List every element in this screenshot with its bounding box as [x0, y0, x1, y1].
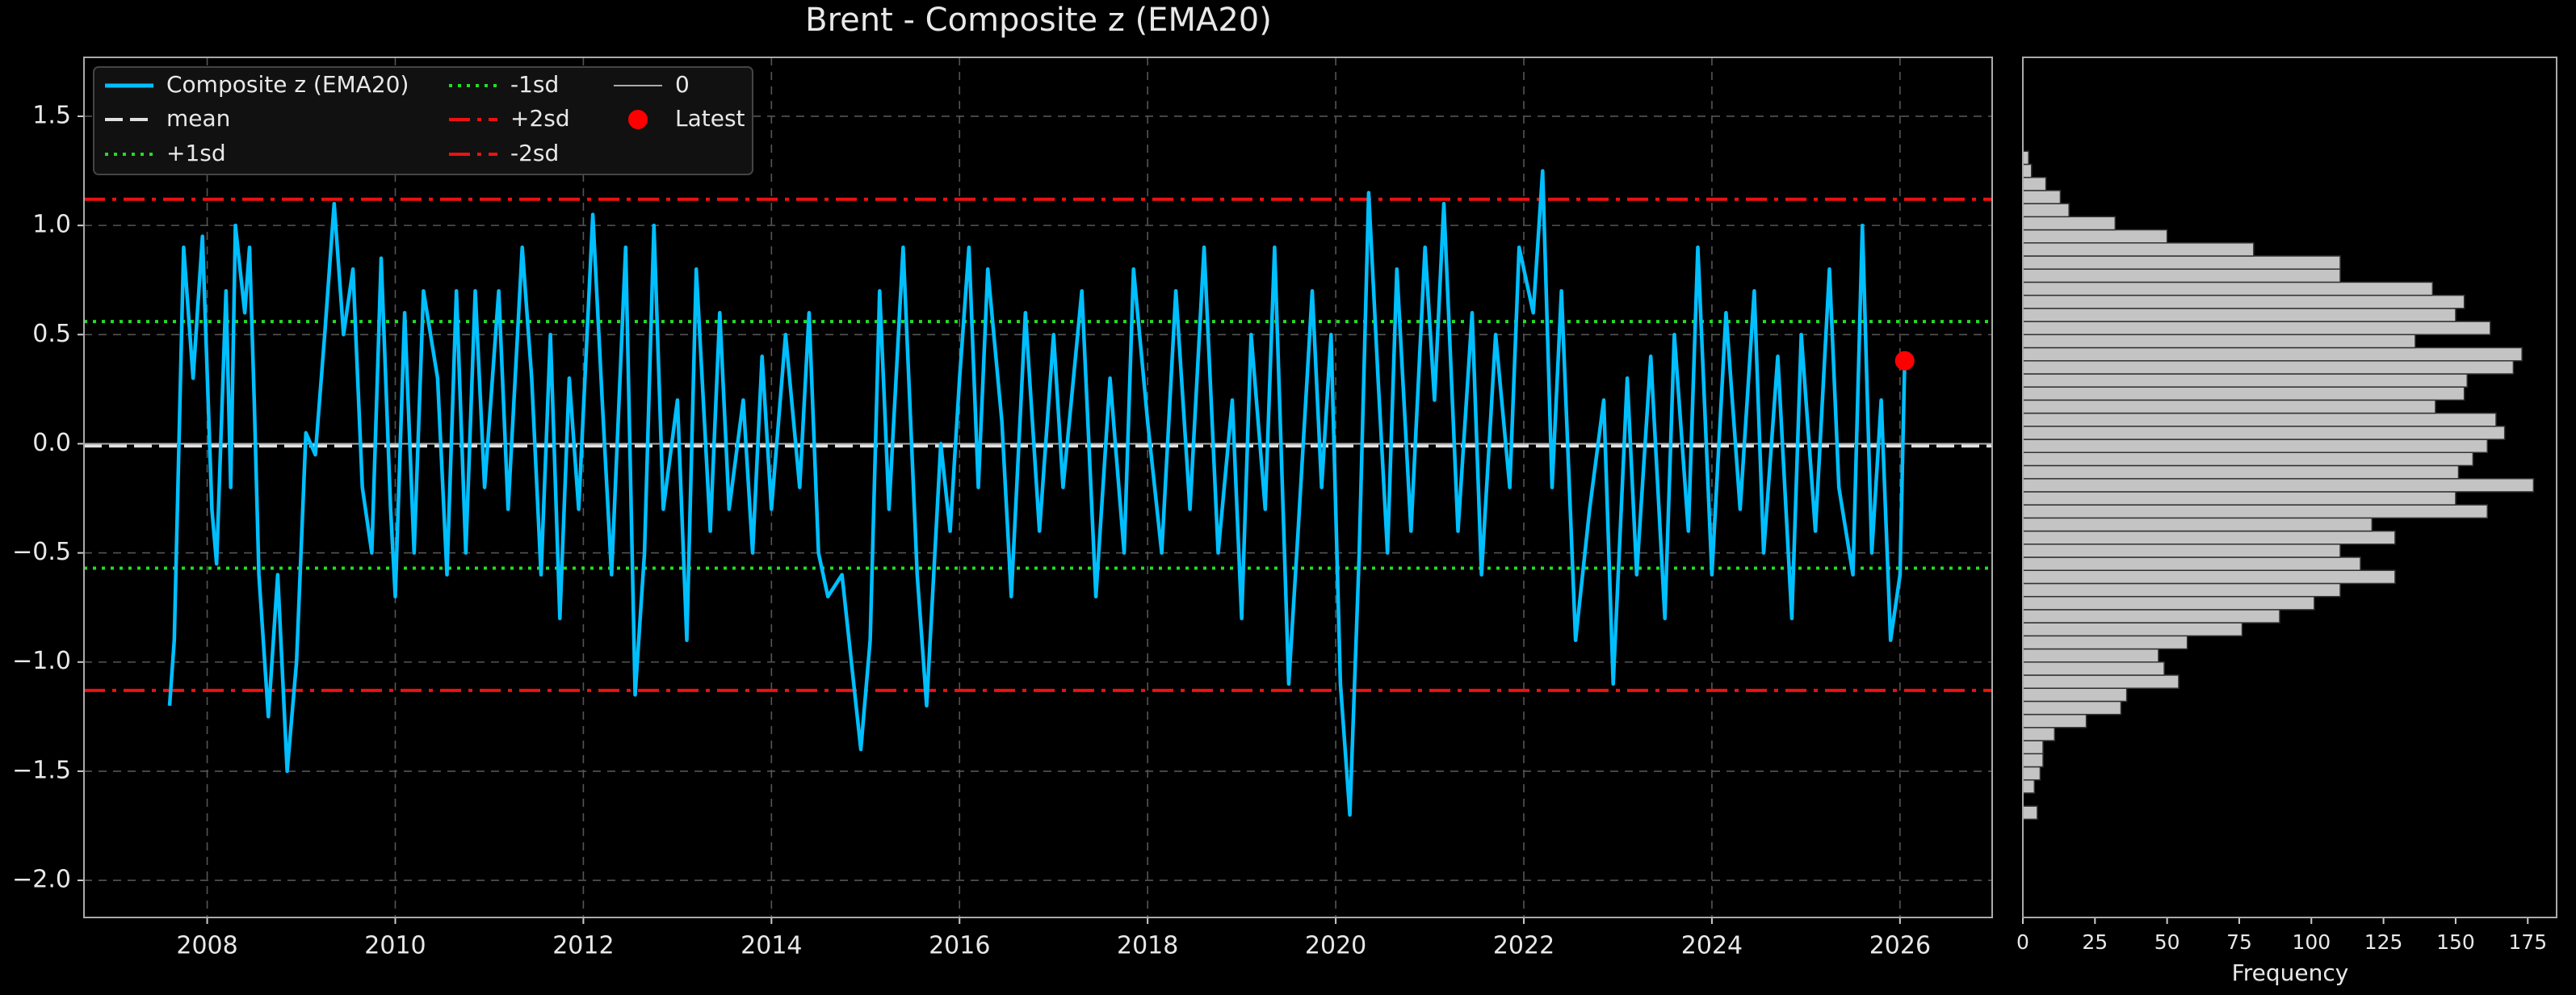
y-tick-label: −1.0 [12, 647, 71, 675]
histogram-bar [2022, 426, 2506, 440]
x-tick-label: 2012 [552, 932, 614, 960]
histogram-bar [2022, 491, 2456, 506]
histogram-bar [2022, 412, 2497, 427]
x-tick-label: 2008 [176, 932, 237, 960]
histogram-bar [2022, 779, 2036, 794]
legend-label: +2sd [510, 105, 570, 132]
histogram-bar [2022, 346, 2523, 362]
histogram-bar [2022, 294, 2465, 309]
histogram-bar [2022, 622, 2243, 637]
histogram-bar [2022, 190, 2062, 204]
y-tick-label: −0.5 [12, 538, 71, 566]
histogram-bar [2022, 386, 2465, 401]
plot-frame [2022, 57, 2557, 918]
legend-label: 0 [675, 71, 690, 98]
histogram-bar [2022, 150, 2029, 166]
legend: Composite z (EMA20) mean +1sd -1sd +2sd -2sd 0… [93, 66, 753, 175]
x-tick-label: 75 [2226, 930, 2252, 954]
x-tick-label: 2022 [1493, 932, 1554, 960]
legend-label: -1sd [510, 71, 559, 98]
histogram-bar [2022, 582, 2341, 598]
histogram-bar [2022, 609, 2280, 623]
histogram-bar [2022, 451, 2474, 467]
legend-label: mean [166, 105, 230, 132]
series-line [167, 169, 1907, 817]
histogram-bar [2022, 373, 2468, 388]
x-tick-label: 2016 [929, 932, 990, 960]
x-tick-label: 125 [2364, 930, 2403, 954]
y-tick-label: −1.5 [12, 756, 71, 784]
histogram-bar [2022, 399, 2436, 414]
histogram-bar [2022, 321, 2491, 336]
histogram-bar [2022, 255, 2341, 270]
histogram-bar [2022, 661, 2165, 676]
histogram-bar [2022, 648, 2159, 663]
x-tick-label: 50 [2154, 930, 2180, 954]
x-tick-label: 2010 [364, 932, 426, 960]
histogram-bar [2022, 766, 2041, 781]
legend-label: +1sd [166, 140, 226, 166]
histogram-bar [2022, 713, 2087, 728]
histogram-bar [2022, 753, 2044, 768]
histogram-bar [2022, 674, 2180, 689]
x-tick-label: 2020 [1305, 932, 1366, 960]
x-tick-label: 0 [2016, 930, 2029, 954]
histogram-bar [2022, 359, 2515, 375]
histogram-bar [2022, 687, 2128, 703]
y-tick-label: 1.5 [32, 101, 71, 129]
histogram-bar [2022, 740, 2044, 755]
histogram-bar [2022, 176, 2047, 191]
histogram-bar [2022, 439, 2488, 454]
y-tick-label: 0.0 [32, 429, 71, 457]
histogram-bar [2022, 530, 2396, 545]
histogram-bar [2022, 517, 2373, 532]
histogram-bar [2022, 727, 2056, 741]
x-tick-label: 2018 [1117, 932, 1178, 960]
histogram-bar [2022, 216, 2117, 231]
x-tick-label: 2026 [1869, 932, 1931, 960]
histogram-bar [2022, 242, 2255, 257]
histogram-bar [2022, 477, 2535, 493]
legend-label: Composite z (EMA20) [166, 71, 409, 98]
x-tick-label: 2024 [1681, 932, 1743, 960]
histogram-bar [2022, 464, 2460, 480]
histogram-bar [2022, 569, 2396, 585]
x-tick-label: 2014 [740, 932, 802, 960]
x-axis-label: Frequency [2232, 959, 2349, 986]
histogram-bar [2022, 229, 2168, 244]
y-tick-label: 1.0 [32, 211, 71, 239]
x-tick-label: 25 [2082, 930, 2108, 954]
histogram-bar [2022, 805, 2038, 821]
histogram-bar [2022, 203, 2070, 218]
chart-title: Brent - Composite z (EMA20) [805, 2, 1272, 39]
x-tick-label: 100 [2292, 930, 2331, 954]
histogram-bar [2022, 556, 2361, 571]
histogram-bar [2022, 504, 2488, 519]
plot-frame [83, 57, 1993, 918]
legend-box [93, 66, 753, 175]
histogram-bar [2022, 635, 2188, 650]
legend-label: -2sd [510, 140, 559, 166]
histogram-bar [2022, 700, 2122, 716]
legend-label: Latest [675, 105, 745, 132]
x-tick-label: 175 [2508, 930, 2547, 954]
y-tick-label: −2.0 [12, 866, 71, 894]
histogram-bar [2022, 308, 2456, 322]
histogram-bar [2022, 268, 2341, 283]
histogram-bar [2022, 595, 2315, 611]
y-tick-label: 0.5 [32, 320, 71, 348]
histogram-bar [2022, 163, 2033, 178]
x-tick-label: 150 [2436, 930, 2475, 954]
legend-swatch [628, 110, 648, 129]
histogram-bar [2022, 334, 2416, 349]
histogram-bar [2022, 544, 2341, 558]
histogram-bar [2022, 281, 2434, 296]
latest-point [1894, 351, 1915, 371]
